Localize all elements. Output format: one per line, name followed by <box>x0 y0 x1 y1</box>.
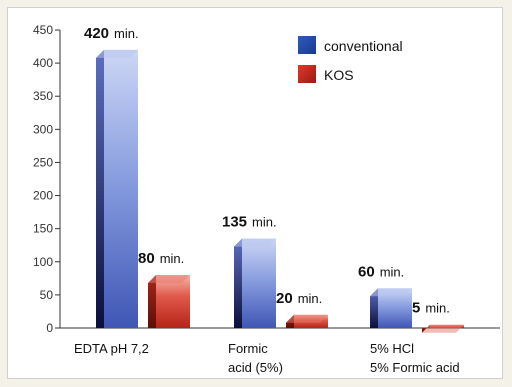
category-labels: EDTA pH 7,2 Formic acid (5%) 5% HCl 5% Formi… <box>74 341 460 375</box>
y-tick-label: 450 <box>33 23 53 37</box>
value-label-kos: 80 min. <box>138 250 184 267</box>
value-unit: min. <box>298 291 323 306</box>
y-tick-label: 100 <box>33 255 53 269</box>
y-ticks: 0 50 100 150 200 250 300 350 400 450 <box>33 23 60 335</box>
bar-kos-top <box>148 275 190 284</box>
value-label-kos: 5 min. <box>412 300 450 317</box>
legend-label-kos: KOS <box>324 67 354 83</box>
value-number: 5 <box>412 300 420 317</box>
value-number: 60 <box>358 263 375 280</box>
bar-conventional-top <box>234 238 276 247</box>
chart-frame: 0 50 100 150 200 250 300 350 400 450 420 min. 80 min… <box>7 7 503 379</box>
value-number: 420 <box>84 25 109 42</box>
bar-conventional-side <box>370 288 378 328</box>
bar-kos-side <box>148 275 156 328</box>
bar-conventional-side <box>234 238 242 328</box>
value-unit: min. <box>425 301 450 316</box>
bar-conventional <box>242 238 276 328</box>
value-label-conventional: 135 min. <box>222 214 277 231</box>
value-unit: min. <box>114 26 139 41</box>
value-label-kos: 20 min. <box>276 290 322 307</box>
category-label: 5% HCl <box>370 341 414 356</box>
bar-conventional-top <box>370 288 412 297</box>
bar-conventional-side <box>96 49 104 328</box>
y-tick-label: 150 <box>33 222 53 236</box>
value-labels: 420 min. 80 min. 135 min. 20 min. 60 min. 5 min. <box>84 25 450 317</box>
legend: conventional KOS <box>298 36 403 83</box>
value-unit: min. <box>160 251 185 266</box>
legend-swatch-kos <box>298 65 316 83</box>
y-tick-label: 250 <box>33 155 53 169</box>
legend-swatch-conventional <box>298 36 316 54</box>
bars <box>96 49 464 333</box>
value-number: 80 <box>138 250 155 267</box>
value-label-conventional: 60 min. <box>358 263 404 280</box>
value-unit: min. <box>252 215 277 230</box>
value-number: 20 <box>276 290 293 307</box>
category-label: Formic <box>228 341 268 356</box>
y-tick-label: 200 <box>33 189 53 203</box>
bar-kos-top <box>286 314 328 323</box>
bar-chart: 0 50 100 150 200 250 300 350 400 450 420 min. 80 min… <box>33 23 500 375</box>
value-unit: min. <box>380 264 405 279</box>
y-tick-label: 0 <box>46 321 53 335</box>
category-label: 5% Formic acid <box>370 360 460 375</box>
y-tick-label: 50 <box>40 288 54 302</box>
value-label-conventional: 420 min. <box>84 25 139 42</box>
bar-conventional <box>104 49 138 328</box>
y-tick-label: 300 <box>33 122 53 136</box>
y-tick-label: 350 <box>33 89 53 103</box>
bar-kos <box>156 275 190 328</box>
bar-kos-top <box>422 324 464 333</box>
legend-label-conventional: conventional <box>324 38 403 54</box>
value-number: 135 <box>222 214 247 231</box>
category-label: EDTA pH 7,2 <box>74 341 149 356</box>
bar-conventional-top <box>96 49 138 58</box>
category-label: acid (5%) <box>228 360 283 375</box>
y-tick-label: 400 <box>33 56 53 70</box>
